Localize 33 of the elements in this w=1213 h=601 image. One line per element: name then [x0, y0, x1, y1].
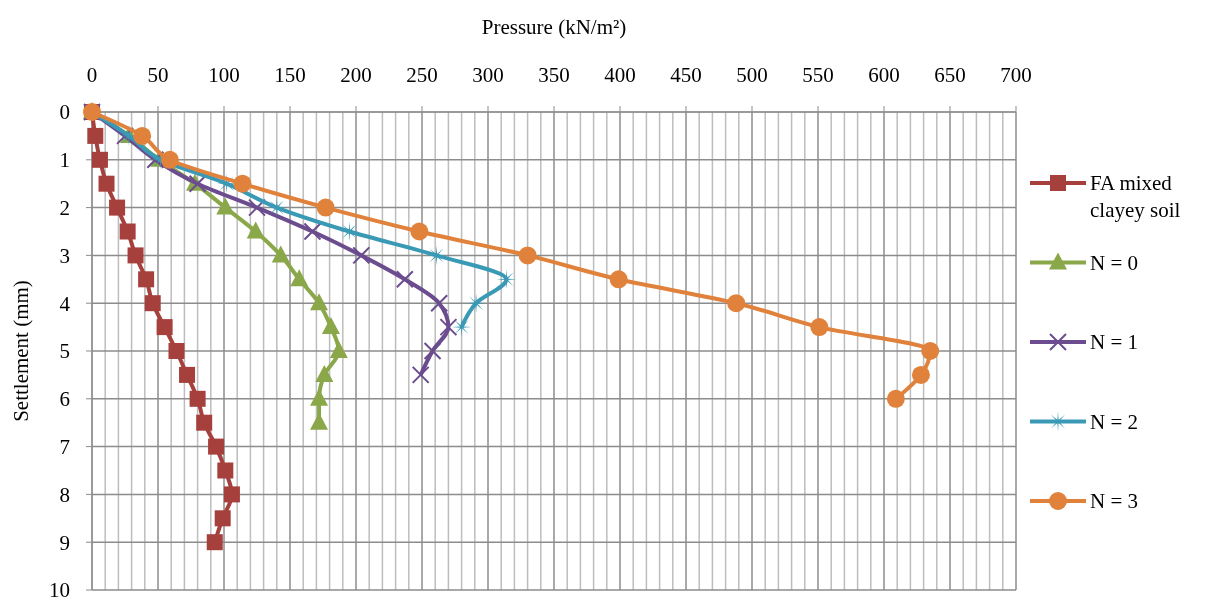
x-tick-label: 250 [406, 63, 438, 87]
y-tick-label: 9 [59, 530, 70, 555]
x-tick-label: 500 [736, 63, 768, 87]
y-tick-label: 5 [59, 339, 70, 364]
y-tick-label: 1 [59, 148, 70, 173]
legend-label: N = 1 [1090, 330, 1139, 355]
x-tick-label: 600 [868, 63, 900, 87]
y-axis-title: Settlement (mm) [9, 280, 33, 422]
x-tick-label: 450 [670, 63, 702, 87]
y-tick-label: 7 [59, 434, 70, 459]
x-tick-label: 700 [1000, 63, 1032, 87]
y-tick-label: 2 [59, 195, 70, 220]
legend-label: FA mixed clayey soil [1090, 171, 1181, 222]
x-tick-label: 200 [340, 63, 372, 87]
x-tick-label: 350 [538, 63, 570, 87]
y-tick-label: 6 [59, 387, 70, 412]
x-tick-label: 650 [934, 63, 966, 87]
y-tick-label: 8 [59, 482, 70, 507]
y-tick-label: 4 [59, 291, 71, 316]
legend-label: N = 3 [1090, 489, 1139, 514]
x-tick-label: 50 [147, 63, 169, 87]
y-tick-label: 0 [59, 100, 70, 125]
x-tick-label: 550 [802, 63, 834, 87]
y-tick-label: 10 [49, 578, 70, 601]
x-tick-label: 150 [274, 63, 306, 87]
legend-label: N = 0 [1090, 250, 1139, 275]
x-tick-label: 400 [604, 63, 636, 87]
x-tick-label: 100 [208, 63, 240, 87]
legend-label: N = 2 [1090, 409, 1139, 434]
x-tick-label: 0 [86, 63, 98, 87]
x-axis-title: Pressure (kN/m²) [481, 15, 627, 39]
y-tick-label: 3 [59, 243, 70, 268]
x-tick-label: 300 [472, 63, 504, 87]
